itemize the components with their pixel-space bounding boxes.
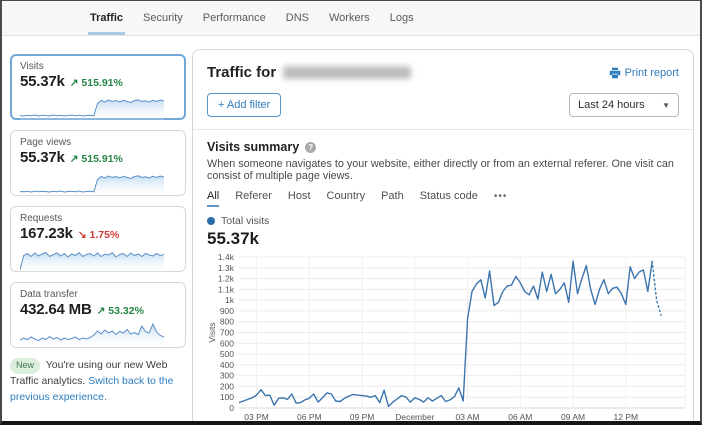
- time-range-value: Last 24 hours: [578, 99, 645, 111]
- visits-summary-section: Visits summary ? When someone navigates …: [207, 130, 686, 421]
- main-panel: Traffic for Print report + Add filter La…: [192, 49, 694, 421]
- svg-text:700: 700: [220, 328, 234, 338]
- legend-label: Total visits: [221, 215, 270, 227]
- print-report-label: Print report: [624, 66, 679, 79]
- new-analytics-notice: New You're using our new Web Traffic ana…: [10, 358, 186, 405]
- sparkline-chart: [20, 175, 164, 196]
- svg-text:03 PM: 03 PM: [244, 412, 269, 421]
- svg-text:200: 200: [220, 381, 234, 391]
- trend-up-delta: ↗ 53.32%: [96, 305, 144, 317]
- dimension-tab-all[interactable]: All: [207, 190, 220, 207]
- add-filter-label: + Add filter: [218, 99, 271, 111]
- tab-dns[interactable]: DNS: [285, 12, 309, 24]
- dimension-tab-status-code[interactable]: Status code: [419, 190, 478, 202]
- dimension-tab-country[interactable]: Country: [326, 190, 366, 202]
- metric-card-requests[interactable]: Requests 167.23k ↘ 1.75%: [10, 206, 186, 272]
- total-visits-value: 55.37k: [207, 229, 259, 248]
- dimension-tab-path[interactable]: Path: [381, 190, 404, 202]
- svg-text:09 AM: 09 AM: [561, 412, 585, 421]
- time-range-select[interactable]: Last 24 hours ▼: [569, 93, 679, 117]
- visits-chart: 0 100 200 300 400 500 600 700 800 900 1k 1.1k 1.2k 1.…: [207, 252, 686, 421]
- section-title: Visits summary: [207, 140, 300, 154]
- trend-down-delta: ↘ 1.75%: [77, 229, 120, 241]
- new-badge: New: [10, 358, 41, 374]
- svg-text:100: 100: [220, 392, 234, 402]
- sparkline-chart: [20, 99, 164, 120]
- svg-text:1.3k: 1.3k: [218, 263, 235, 273]
- more-tabs-icon[interactable]: •••: [493, 190, 508, 202]
- tab-security[interactable]: Security: [143, 12, 183, 24]
- svg-text:400: 400: [220, 360, 234, 370]
- help-icon[interactable]: ?: [305, 141, 317, 153]
- svg-text:0: 0: [229, 403, 234, 413]
- svg-text:800: 800: [220, 317, 234, 327]
- top-nav: Traffic Security Performance DNS Workers Logs: [2, 1, 700, 36]
- metric-label: Page views: [20, 137, 72, 148]
- svg-text:03 AM: 03 AM: [456, 412, 480, 421]
- metric-label: Requests: [20, 213, 63, 224]
- svg-text:06 PM: 06 PM: [297, 412, 322, 421]
- tab-traffic[interactable]: Traffic: [80, 1, 133, 35]
- filter-row: + Add filter Last 24 hours ▼: [207, 93, 679, 117]
- metric-value-row: 55.37k ↗ 515.91%: [20, 73, 176, 90]
- svg-text:1.2k: 1.2k: [218, 274, 235, 284]
- chevron-down-icon: ▼: [662, 100, 670, 110]
- chart-legend: Total visits: [207, 215, 679, 227]
- svg-text:300: 300: [220, 371, 234, 381]
- header-divider: [193, 129, 693, 130]
- metric-value: 55.37k: [20, 73, 65, 90]
- metric-card-visits[interactable]: Visits 55.37k ↗ 515.91%: [10, 54, 186, 120]
- svg-text:500: 500: [220, 349, 234, 359]
- add-filter-button[interactable]: + Add filter: [207, 93, 282, 117]
- metric-card-page-views[interactable]: Page views 55.37k ↗ 515.91%: [10, 130, 186, 196]
- metric-value-row: 167.23k ↘ 1.75%: [20, 225, 176, 242]
- printer-icon: [609, 67, 620, 78]
- svg-text:1.4k: 1.4k: [218, 253, 235, 262]
- metric-card-data-transfer[interactable]: Data transfer 432.64 MB ↗ 53.32%: [10, 282, 186, 348]
- svg-text:1k: 1k: [225, 295, 235, 305]
- sparkline-chart: [20, 322, 164, 348]
- panel-header: Traffic for Print report: [207, 64, 679, 81]
- section-title-row: Visits summary ?: [207, 140, 679, 154]
- sparkline-chart: [20, 251, 164, 272]
- metric-value: 432.64 MB: [20, 301, 92, 318]
- svg-text:06 AM: 06 AM: [508, 412, 532, 421]
- metric-value-row: 55.37k ↗ 515.91%: [20, 149, 176, 166]
- metric-value-row: 432.64 MB ↗ 53.32%: [20, 301, 176, 318]
- dimension-tab-referer[interactable]: Referer: [235, 190, 272, 202]
- svg-text:900: 900: [220, 306, 234, 316]
- svg-text:600: 600: [220, 338, 234, 348]
- metric-label: Data transfer: [20, 289, 78, 300]
- metric-value: 55.37k: [20, 149, 65, 166]
- page-title-text: Traffic for: [207, 64, 277, 81]
- section-description: When someone navigates to your website, …: [207, 158, 674, 182]
- metrics-sidebar: Visits 55.37k ↗ 515.91% Page views 55.37k ↗ 5…: [2, 36, 192, 421]
- line-chart-svg: 01002003004005006007008009001k1.1k1.2k1.…: [207, 252, 686, 421]
- redacted-domain: [283, 66, 412, 79]
- page-title: Traffic for: [207, 64, 412, 81]
- svg-text:1.1k: 1.1k: [218, 284, 235, 294]
- trend-up-delta: ↗ 515.91%: [69, 77, 123, 89]
- switch-back-link[interactable]: Switch back to the previous experience.: [10, 374, 174, 403]
- print-report-link[interactable]: Print report: [609, 67, 679, 79]
- page-body: Visits 55.37k ↗ 515.91% Page views 55.37k ↗ 5…: [2, 36, 700, 421]
- tab-logs[interactable]: Logs: [389, 12, 414, 24]
- y-axis-label: Visits: [207, 322, 217, 342]
- svg-text:09 PM: 09 PM: [350, 412, 375, 421]
- metric-label: Visits: [20, 61, 44, 72]
- legend-dot-icon: [207, 217, 215, 225]
- dimension-tabs: All Referer Host Country Path Status code •••: [207, 190, 679, 207]
- notice-text: You're using our new Web Traffic analyti…: [10, 359, 168, 387]
- metric-value: 167.23k: [20, 225, 73, 242]
- svg-text:12 PM: 12 PM: [614, 412, 639, 421]
- dimension-tab-host[interactable]: Host: [287, 190, 311, 202]
- svg-text:December: December: [395, 412, 434, 421]
- trend-up-delta: ↗ 515.91%: [69, 153, 123, 165]
- tab-performance[interactable]: Performance: [202, 12, 266, 24]
- tab-workers[interactable]: Workers: [328, 12, 370, 24]
